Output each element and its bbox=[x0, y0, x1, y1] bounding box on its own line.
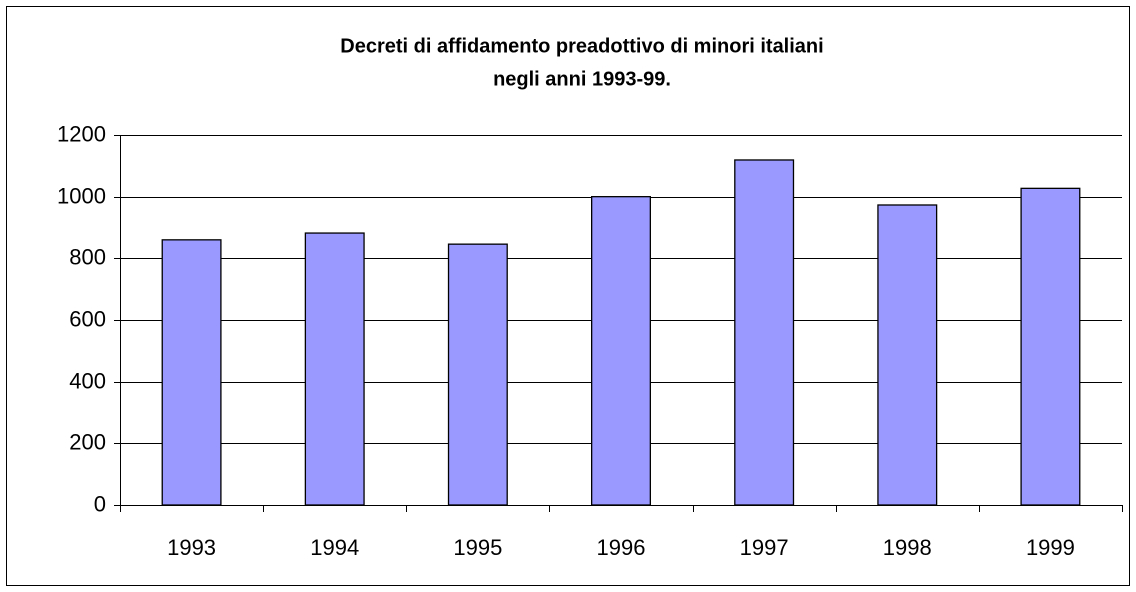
chart-title: negli anni 1993-99. bbox=[493, 68, 671, 90]
y-tick-label: 200 bbox=[69, 429, 106, 454]
bar bbox=[304, 232, 365, 506]
y-tick-label: 800 bbox=[69, 244, 106, 269]
x-tick-label: 1993 bbox=[167, 535, 216, 560]
chart-title: Decreti di affidamento preadottivo di mi… bbox=[340, 35, 823, 57]
bar bbox=[447, 243, 508, 506]
x-tick-label: 1996 bbox=[597, 535, 646, 560]
bar bbox=[1020, 187, 1081, 506]
x-tick-label: 1998 bbox=[883, 535, 932, 560]
y-tick-label: 400 bbox=[69, 368, 106, 393]
x-tick-label: 1995 bbox=[453, 535, 502, 560]
y-tick-label: 1200 bbox=[57, 121, 106, 146]
x-tick-label: 1997 bbox=[740, 535, 789, 560]
x-tick-label: 1999 bbox=[1026, 535, 1075, 560]
y-tick-label: 0 bbox=[94, 491, 106, 516]
bar bbox=[591, 196, 651, 506]
y-tick-label: 1000 bbox=[57, 183, 106, 208]
bar bbox=[161, 239, 222, 506]
x-tick-label: 1994 bbox=[310, 535, 359, 560]
y-tick-label: 600 bbox=[69, 306, 106, 331]
bar bbox=[734, 159, 795, 506]
bar bbox=[877, 204, 938, 506]
